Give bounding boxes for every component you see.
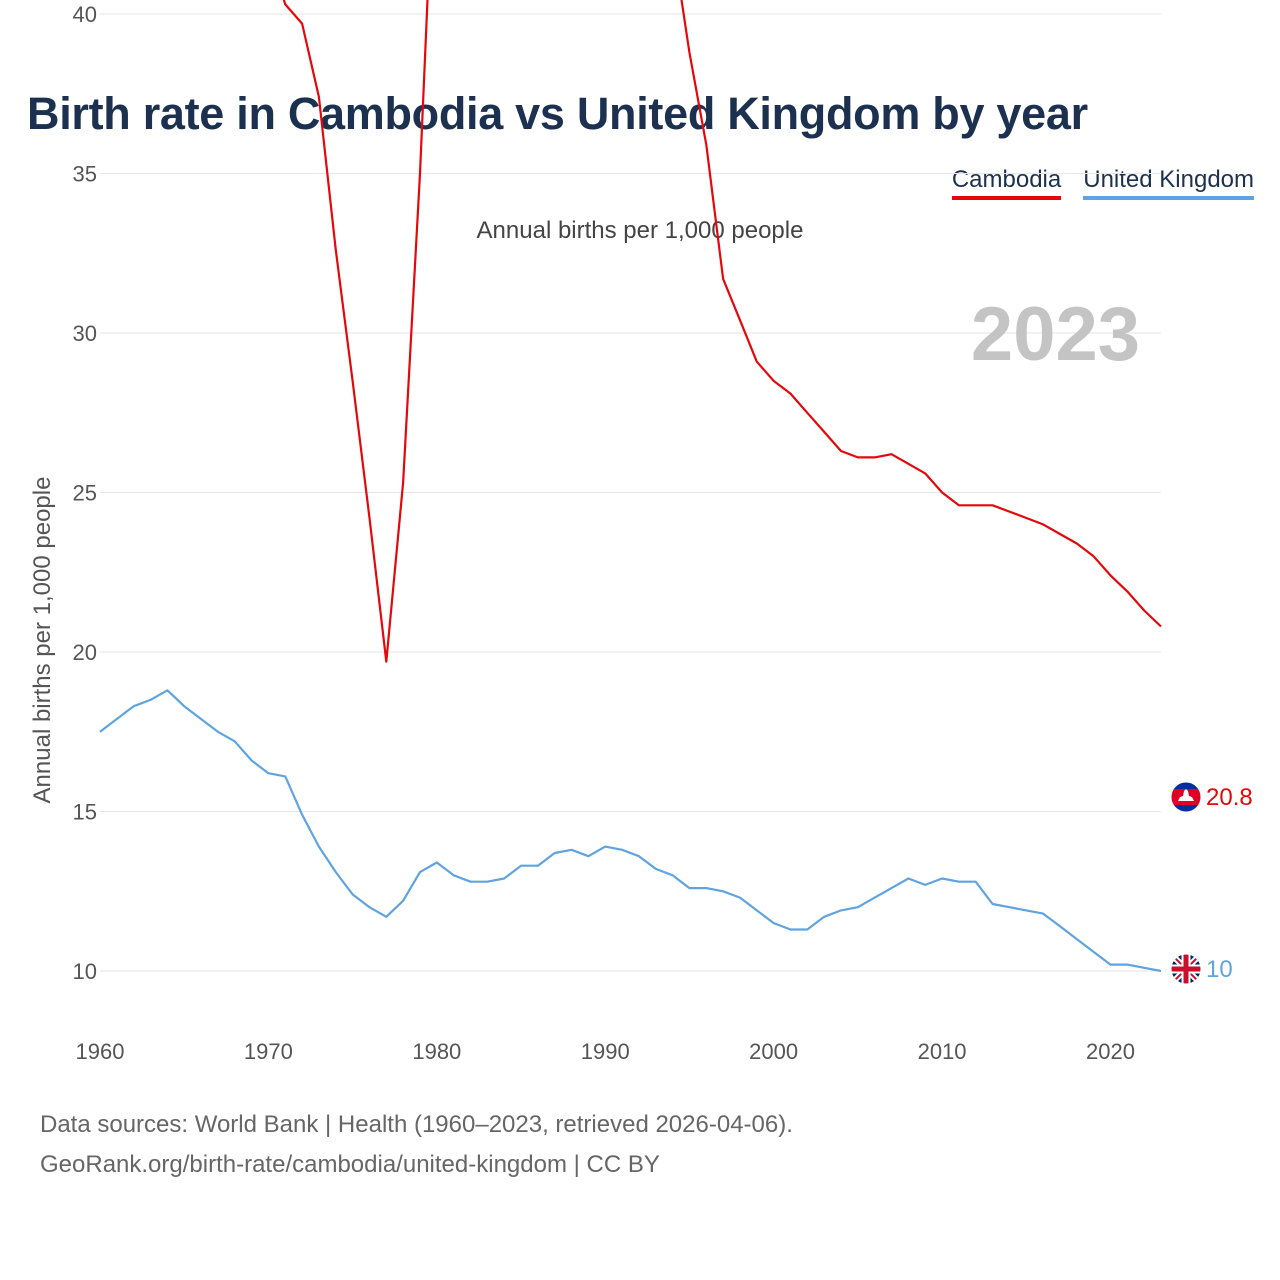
y-tick-label: 20	[73, 640, 97, 665]
x-tick-label: 1960	[76, 1039, 125, 1064]
year-watermark: 2023	[971, 292, 1140, 377]
x-tick-label: 1990	[581, 1039, 630, 1064]
cambodia-flag-icon	[1171, 782, 1201, 812]
y-tick-label: 30	[73, 321, 97, 346]
chart-title: Birth rate in Cambodia vs United Kingdom…	[27, 88, 1088, 139]
legend: Cambodia United Kingdom	[951, 166, 1254, 200]
chart-subtitle: Annual births per 1,000 people	[476, 217, 804, 244]
united-kingdom-flag-icon	[1171, 954, 1201, 984]
y-tick-label: 10	[73, 959, 97, 984]
footer-link[interactable]: GeoRank.org/birth-rate/cambodia/united-k…	[40, 1151, 660, 1178]
x-tick-label: 1980	[412, 1039, 461, 1064]
legend-item-united-kingdom[interactable]: United Kingdom	[1083, 166, 1254, 200]
x-tick-label: 2000	[749, 1039, 798, 1064]
y-tick-label: 15	[73, 800, 97, 825]
x-tick-label: 2010	[918, 1039, 967, 1064]
united-kingdom-line	[99, 689, 1162, 973]
x-tick-label: 1970	[244, 1039, 293, 1064]
y-tick-label: 25	[73, 481, 97, 506]
cambodia-line	[282, 0, 1162, 663]
united-kingdom-end-label: 10	[1206, 956, 1233, 983]
x-tick-label: 2020	[1086, 1039, 1135, 1064]
y-axis-label: Annual births per 1,000 people	[29, 477, 56, 804]
legend-item-cambodia[interactable]: Cambodia	[951, 166, 1062, 200]
footer: Data sources: World Bank | Health (1960–…	[40, 1105, 793, 1185]
cambodia-end-label: 20.8	[1206, 784, 1253, 811]
y-tick-label: 40	[73, 2, 97, 27]
footer-sources: Data sources: World Bank | Health (1960–…	[40, 1111, 793, 1138]
y-tick-label: 35	[73, 162, 97, 187]
